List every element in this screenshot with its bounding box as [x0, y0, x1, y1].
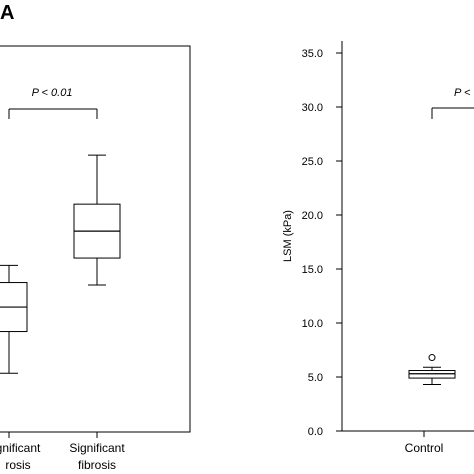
left-annotation: P < 0.01	[32, 87, 73, 99]
left-x-ticks	[8, 432, 98, 438]
right-y-ticks: 0.0 5.0 10.0 15.0 20.0 25.0 30.0 35.0	[302, 48, 342, 438]
right-y-tick-label-7: 35.0	[302, 48, 323, 60]
right-y-tick-label-1: 5.0	[308, 372, 323, 384]
right-significance-bracket	[431, 107, 474, 119]
right-y-tick-label-4: 20.0	[302, 210, 323, 222]
right-boxes	[408, 354, 456, 386]
x-label-nonsig-line2: rosis	[5, 458, 30, 472]
right-y-tick-label-3: 15.0	[302, 264, 323, 276]
left-significance-bracket	[8, 108, 98, 119]
right-annotation: P <	[454, 87, 471, 99]
left-panel: P < 0.01 gnificant rosis Significant fib…	[0, 45, 191, 472]
right-y-tick-label-6: 30.0	[302, 102, 323, 114]
panel-label: A	[0, 2, 15, 24]
x-label-control: Control	[405, 441, 444, 455]
right-y-axis-label: LSM (kPa)	[282, 210, 294, 262]
right-y-tick-label-5: 25.0	[302, 156, 323, 168]
x-label-nonsig-line1: gnificant	[0, 441, 41, 455]
x-label-fibrosis: fibrosis	[78, 458, 116, 472]
right-panel: 0.0 5.0 10.0 15.0 20.0 25.0 30.0 35.0 P < LSM (…	[282, 41, 474, 455]
right-y-tick-label-2: 10.0	[302, 318, 323, 330]
left-boxes	[0, 154, 121, 374]
right-y-tick-label-0: 0.0	[308, 426, 323, 438]
control-outlier-0	[428, 354, 436, 362]
left-plot-frame	[0, 45, 191, 433]
x-label-significant: Significant	[69, 441, 125, 455]
